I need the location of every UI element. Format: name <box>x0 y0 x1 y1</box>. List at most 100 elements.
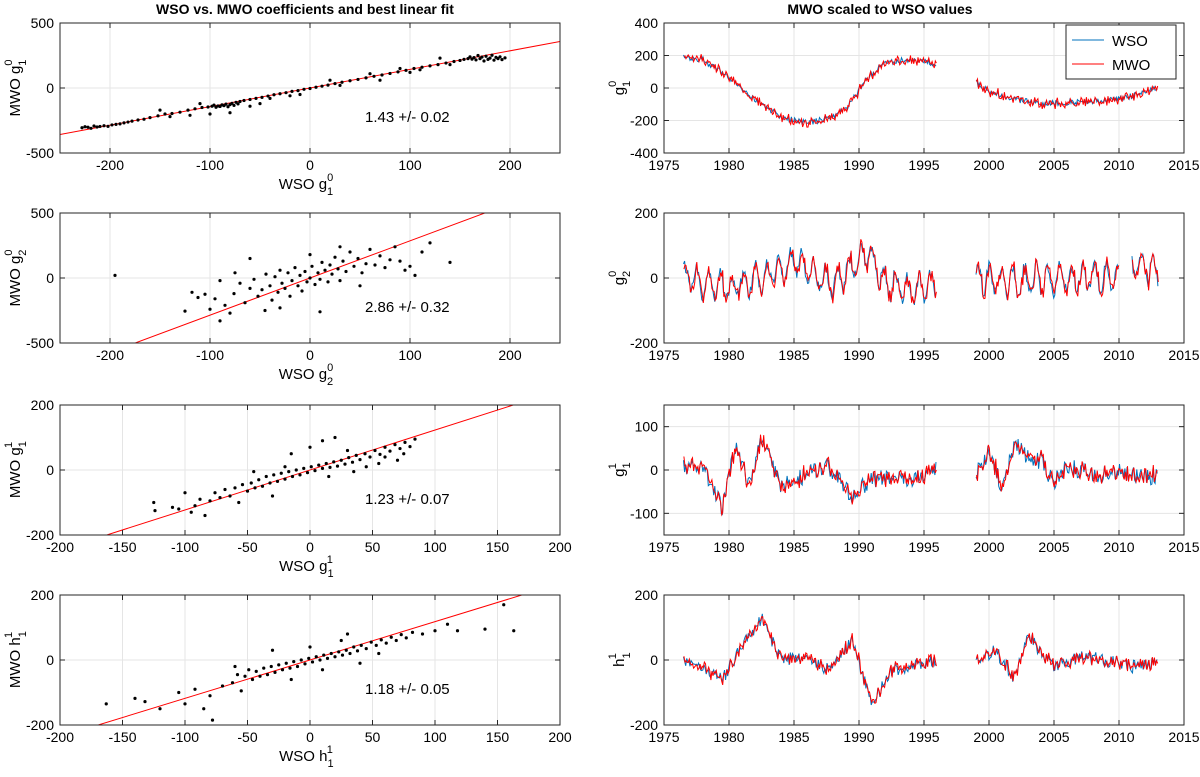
scatter-point <box>368 247 372 251</box>
scatter-point <box>462 57 466 62</box>
axis-label: g20 <box>607 271 633 286</box>
x-tick-label: 1995 <box>908 157 939 173</box>
x-tick-label: -50 <box>237 539 257 555</box>
scatter-point <box>298 92 302 97</box>
scatter-point <box>270 298 274 302</box>
axis-label: WSO h1 1 <box>279 744 333 770</box>
scatter-point <box>188 113 192 117</box>
scatter-point <box>269 664 273 669</box>
scatter-point <box>428 241 432 245</box>
x-tick-label: 2005 <box>1038 157 1069 173</box>
scatter-point <box>352 645 356 649</box>
scatter-point <box>254 96 258 100</box>
scatter-point <box>287 470 291 474</box>
x-tick-label: 2005 <box>1038 539 1069 555</box>
x-tick-label: -150 <box>108 729 136 745</box>
scatter-point <box>328 465 332 469</box>
scatter-point <box>308 253 312 257</box>
scatter-point <box>156 114 160 118</box>
scatter-point <box>322 653 326 657</box>
x-tick-label: 1985 <box>778 539 809 555</box>
scatter-point <box>258 674 262 678</box>
scatter-point <box>163 112 167 116</box>
scatter-point <box>398 259 402 263</box>
scatter-point <box>270 648 275 652</box>
series-mwo-line <box>683 53 937 128</box>
axis-label: MWO h11 <box>3 631 29 688</box>
x-tick-label: 100 <box>423 729 447 745</box>
scatter-point <box>320 260 324 264</box>
scatter-point <box>237 500 241 505</box>
scatter-point <box>158 108 162 112</box>
scatter-point <box>379 638 383 642</box>
x-tick-label: 50 <box>365 729 381 745</box>
scatter-point <box>193 687 197 691</box>
axis-label-sup: 0 <box>3 59 15 65</box>
scatter-point <box>356 77 360 82</box>
axis-label-sup: 0 <box>3 249 15 255</box>
axis-label-sub: 2 <box>621 271 633 277</box>
plot-content <box>60 41 560 135</box>
chart-scatter_h11: -200 -150 -100 -50 0 50 100 150 200 -200 0 200 1.18 … <box>3 587 572 770</box>
scatter-point <box>303 662 307 666</box>
scatter-point <box>264 272 268 276</box>
series-mwo-line <box>683 239 937 304</box>
scatter-point <box>268 284 272 288</box>
scatter-point <box>418 68 422 72</box>
axis-label-sub: 1 <box>621 81 633 87</box>
scatter-point <box>113 273 117 277</box>
scatter-point <box>270 494 275 498</box>
scatter-point <box>296 284 300 288</box>
axis-label: g10 <box>607 81 633 96</box>
x-tick-label: 2015 <box>1168 347 1199 363</box>
axis-label-main: g <box>611 87 628 95</box>
scatter-point <box>374 643 378 647</box>
scatter-point <box>420 65 424 69</box>
scatter-point <box>268 481 272 485</box>
x-tick-label: -200 <box>46 729 74 745</box>
axis-label-sup: 1 <box>327 554 333 566</box>
scatter-point <box>228 111 232 115</box>
scatter-point <box>290 89 294 93</box>
scatter-point <box>133 696 137 700</box>
scatter-point <box>344 648 348 652</box>
scatter-point <box>248 256 252 261</box>
x-tick-label: 50 <box>365 539 381 555</box>
scatter-point <box>438 56 442 60</box>
scatter-point <box>210 718 215 722</box>
scatter-point <box>492 58 496 62</box>
y-tick-label: 0 <box>46 80 54 96</box>
x-tick-label: 200 <box>498 157 522 173</box>
scatter-point <box>292 660 296 664</box>
scatter-point <box>455 629 460 633</box>
scatter-point <box>480 55 484 59</box>
x-tick-label: 2010 <box>1103 347 1134 363</box>
scatter-point <box>404 68 408 72</box>
y-tick-label: 200 <box>635 205 659 221</box>
scatter-point <box>332 460 336 464</box>
series-mwo-line <box>1131 252 1159 291</box>
scatter-point <box>328 263 332 267</box>
scatter-point <box>223 303 227 307</box>
scatter-point <box>308 445 312 449</box>
x-tick-label: 0 <box>306 729 314 745</box>
scatter-point <box>393 443 397 447</box>
scatter-point <box>402 452 406 456</box>
scatter-point <box>333 435 337 440</box>
scatter-point <box>512 629 516 633</box>
scatter-point <box>257 478 261 482</box>
scatter-point <box>358 458 362 462</box>
scatter-point <box>308 645 312 649</box>
scatter-point <box>183 702 187 706</box>
scatter-point <box>152 500 156 505</box>
y-tick-label: -200 <box>26 717 54 733</box>
y-tick-label: 200 <box>635 587 659 603</box>
scatter-point <box>256 294 260 298</box>
y-tick-label: 0 <box>46 270 54 286</box>
scatter-point <box>280 668 285 672</box>
scatter-point <box>318 310 322 314</box>
scatter-point <box>239 689 243 693</box>
scatter-point <box>320 84 324 88</box>
